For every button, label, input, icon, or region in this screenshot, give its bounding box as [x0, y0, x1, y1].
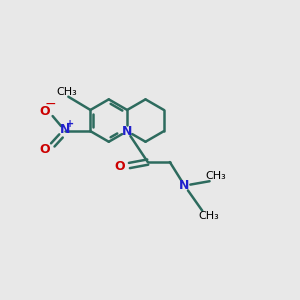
Text: O: O [40, 143, 50, 156]
Text: O: O [40, 105, 50, 118]
Text: −: − [45, 97, 56, 111]
Text: CH₃: CH₃ [198, 211, 219, 221]
Text: N: N [122, 125, 132, 138]
Text: CH₃: CH₃ [206, 171, 226, 181]
Text: N: N [60, 123, 70, 136]
Text: N: N [179, 179, 190, 192]
Text: CH₃: CH₃ [56, 87, 77, 97]
Text: +: + [66, 119, 74, 129]
Text: O: O [114, 160, 124, 173]
